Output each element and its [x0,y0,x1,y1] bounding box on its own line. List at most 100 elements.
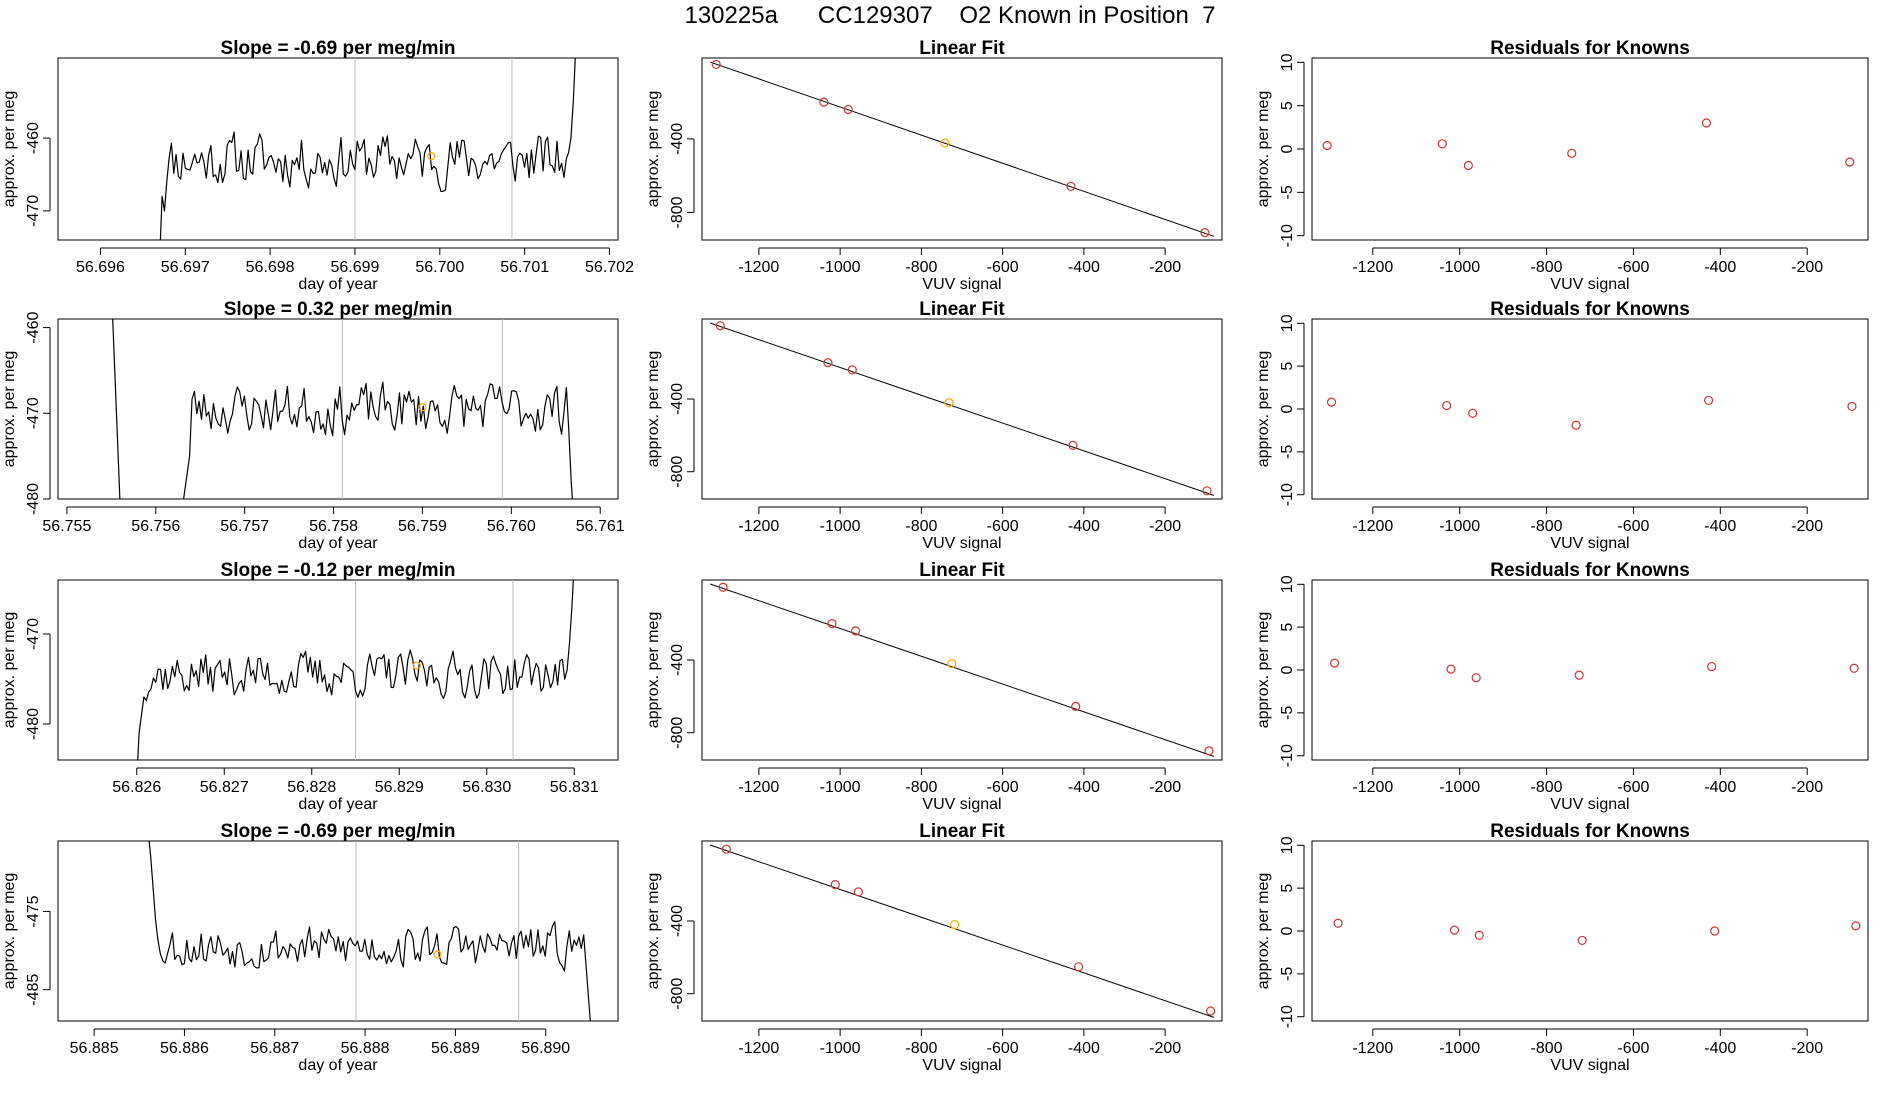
x-axis-label: VUV signal [922,796,1001,813]
x-tick-label: -600 [1617,1040,1649,1057]
x-tick-label: -800 [1531,1040,1563,1057]
x-tick-label: 56.757 [220,518,269,535]
plot-area [709,59,1215,238]
x-axis-label: VUV signal [1550,276,1629,293]
data-point [1326,397,1337,407]
plot-area [112,319,574,499]
x-tick-label: 56.829 [375,779,424,796]
x-axis-label: VUV signal [922,535,1001,552]
panel-title: Residuals for Knowns [1490,821,1690,842]
y-tick-label: -460 [25,311,42,343]
highlight-point [433,950,442,959]
series-line [159,58,576,240]
plot-area [1322,118,1855,171]
y-tick-label: 5 [1279,623,1296,632]
y-tick-label: -10 [1279,224,1296,247]
x-tick-label: -1200 [738,259,779,276]
y-tick-label: 0 [1279,926,1296,935]
data-point [1066,181,1076,191]
y-tick-label: 5 [1279,362,1296,371]
plot-frame [701,579,1223,761]
data-point [823,358,833,368]
plot-area [709,321,1215,496]
y-tick-label: 0 [1279,404,1296,413]
x-tick-label: -1200 [738,518,779,535]
y-tick-label: 10 [1279,314,1296,332]
data-point [1329,658,1340,668]
x-tick-label: 56.697 [161,259,210,276]
series-line [182,381,574,499]
y-axis-label: approx. per meg [1,91,18,208]
page-title: 130225a CC129307 O2 Known in Position 7 [684,2,1216,29]
y-axis-label: approx. per meg [645,612,662,729]
highlight-point [418,403,427,412]
y-axis-label: approx. per meg [1255,91,1272,208]
x-tick-label: -400 [1068,1040,1100,1057]
data-point [718,582,728,592]
x-tick-label: 56.887 [250,1040,299,1057]
x-tick-label: -1000 [820,259,861,276]
x-tick-label: -200 [1149,779,1181,796]
x-tick-label: -1000 [1439,779,1480,796]
plot-area [1333,918,1861,946]
y-axis-label: approx. per meg [1,873,18,990]
fit-line [709,583,1215,757]
x-tick-label: 56.828 [287,779,336,796]
x-tick-label: -1000 [820,779,861,796]
x-tick-label: -1000 [1439,1040,1480,1057]
panel-resid-3: Residuals for Knowns VUV signal approx. pe… [1255,560,1869,813]
y-tick-label: -10 [1279,1005,1296,1028]
data-point [1202,486,1212,496]
data-point [1471,673,1481,683]
x-tick-label: 56.702 [585,259,634,276]
panel-title: Slope = -0.69 per meg/min [221,38,456,59]
y-axis-label: approx. per meg [1,612,18,729]
data-point [1446,664,1456,674]
x-tick-label: 56.760 [487,518,536,535]
x-tick-label: -400 [1704,259,1736,276]
data-point [830,880,840,890]
x-tick-label: -1200 [738,779,779,796]
x-tick-label: -1000 [820,518,861,535]
data-point [1200,228,1210,238]
x-tick-label: -800 [1531,259,1563,276]
data-point [1322,140,1332,151]
plot-frame [701,840,1223,1022]
data-point [715,321,725,331]
x-tick-label: 56.701 [500,259,549,276]
plot-frame [57,840,619,1022]
x-tick-label: -600 [1617,779,1649,796]
x-tick-label: 56.886 [160,1040,209,1057]
data-point [711,59,721,70]
x-tick-label: -600 [987,779,1019,796]
x-tick-label: 56.696 [76,259,125,276]
x-tick-label: -800 [905,779,937,796]
x-tick-label: -200 [1149,518,1181,535]
x-tick-label: -1200 [1352,1040,1393,1057]
x-tick-label: -200 [1791,259,1823,276]
plot-frame [1311,579,1869,761]
x-tick-label: 56.826 [112,779,161,796]
x-tick-label: 56.830 [462,779,511,796]
x-tick-label: -600 [987,259,1019,276]
data-point [1333,918,1343,928]
x-tick-label: -800 [1531,518,1563,535]
highlight-point [940,138,950,148]
x-tick-label: 56.700 [415,259,464,276]
y-axis-label: approx. per meg [645,351,662,468]
x-tick-label: -800 [1531,779,1563,796]
panel-title: Residuals for Knowns [1490,38,1690,59]
data-point [721,844,731,854]
data-point [1577,935,1587,946]
data-point [827,619,837,629]
x-axis-label: VUV signal [922,1057,1001,1074]
x-axis-label: day of year [298,796,378,813]
y-tick-label: -460 [25,122,42,154]
series-line-segment [112,319,121,499]
data-point [1437,139,1447,149]
data-point [1847,401,1857,412]
x-tick-label: -200 [1149,1040,1181,1057]
y-tick-label: 10 [1279,836,1296,854]
x-tick-label: -200 [1791,779,1823,796]
x-axis-label: VUV signal [922,276,1001,293]
